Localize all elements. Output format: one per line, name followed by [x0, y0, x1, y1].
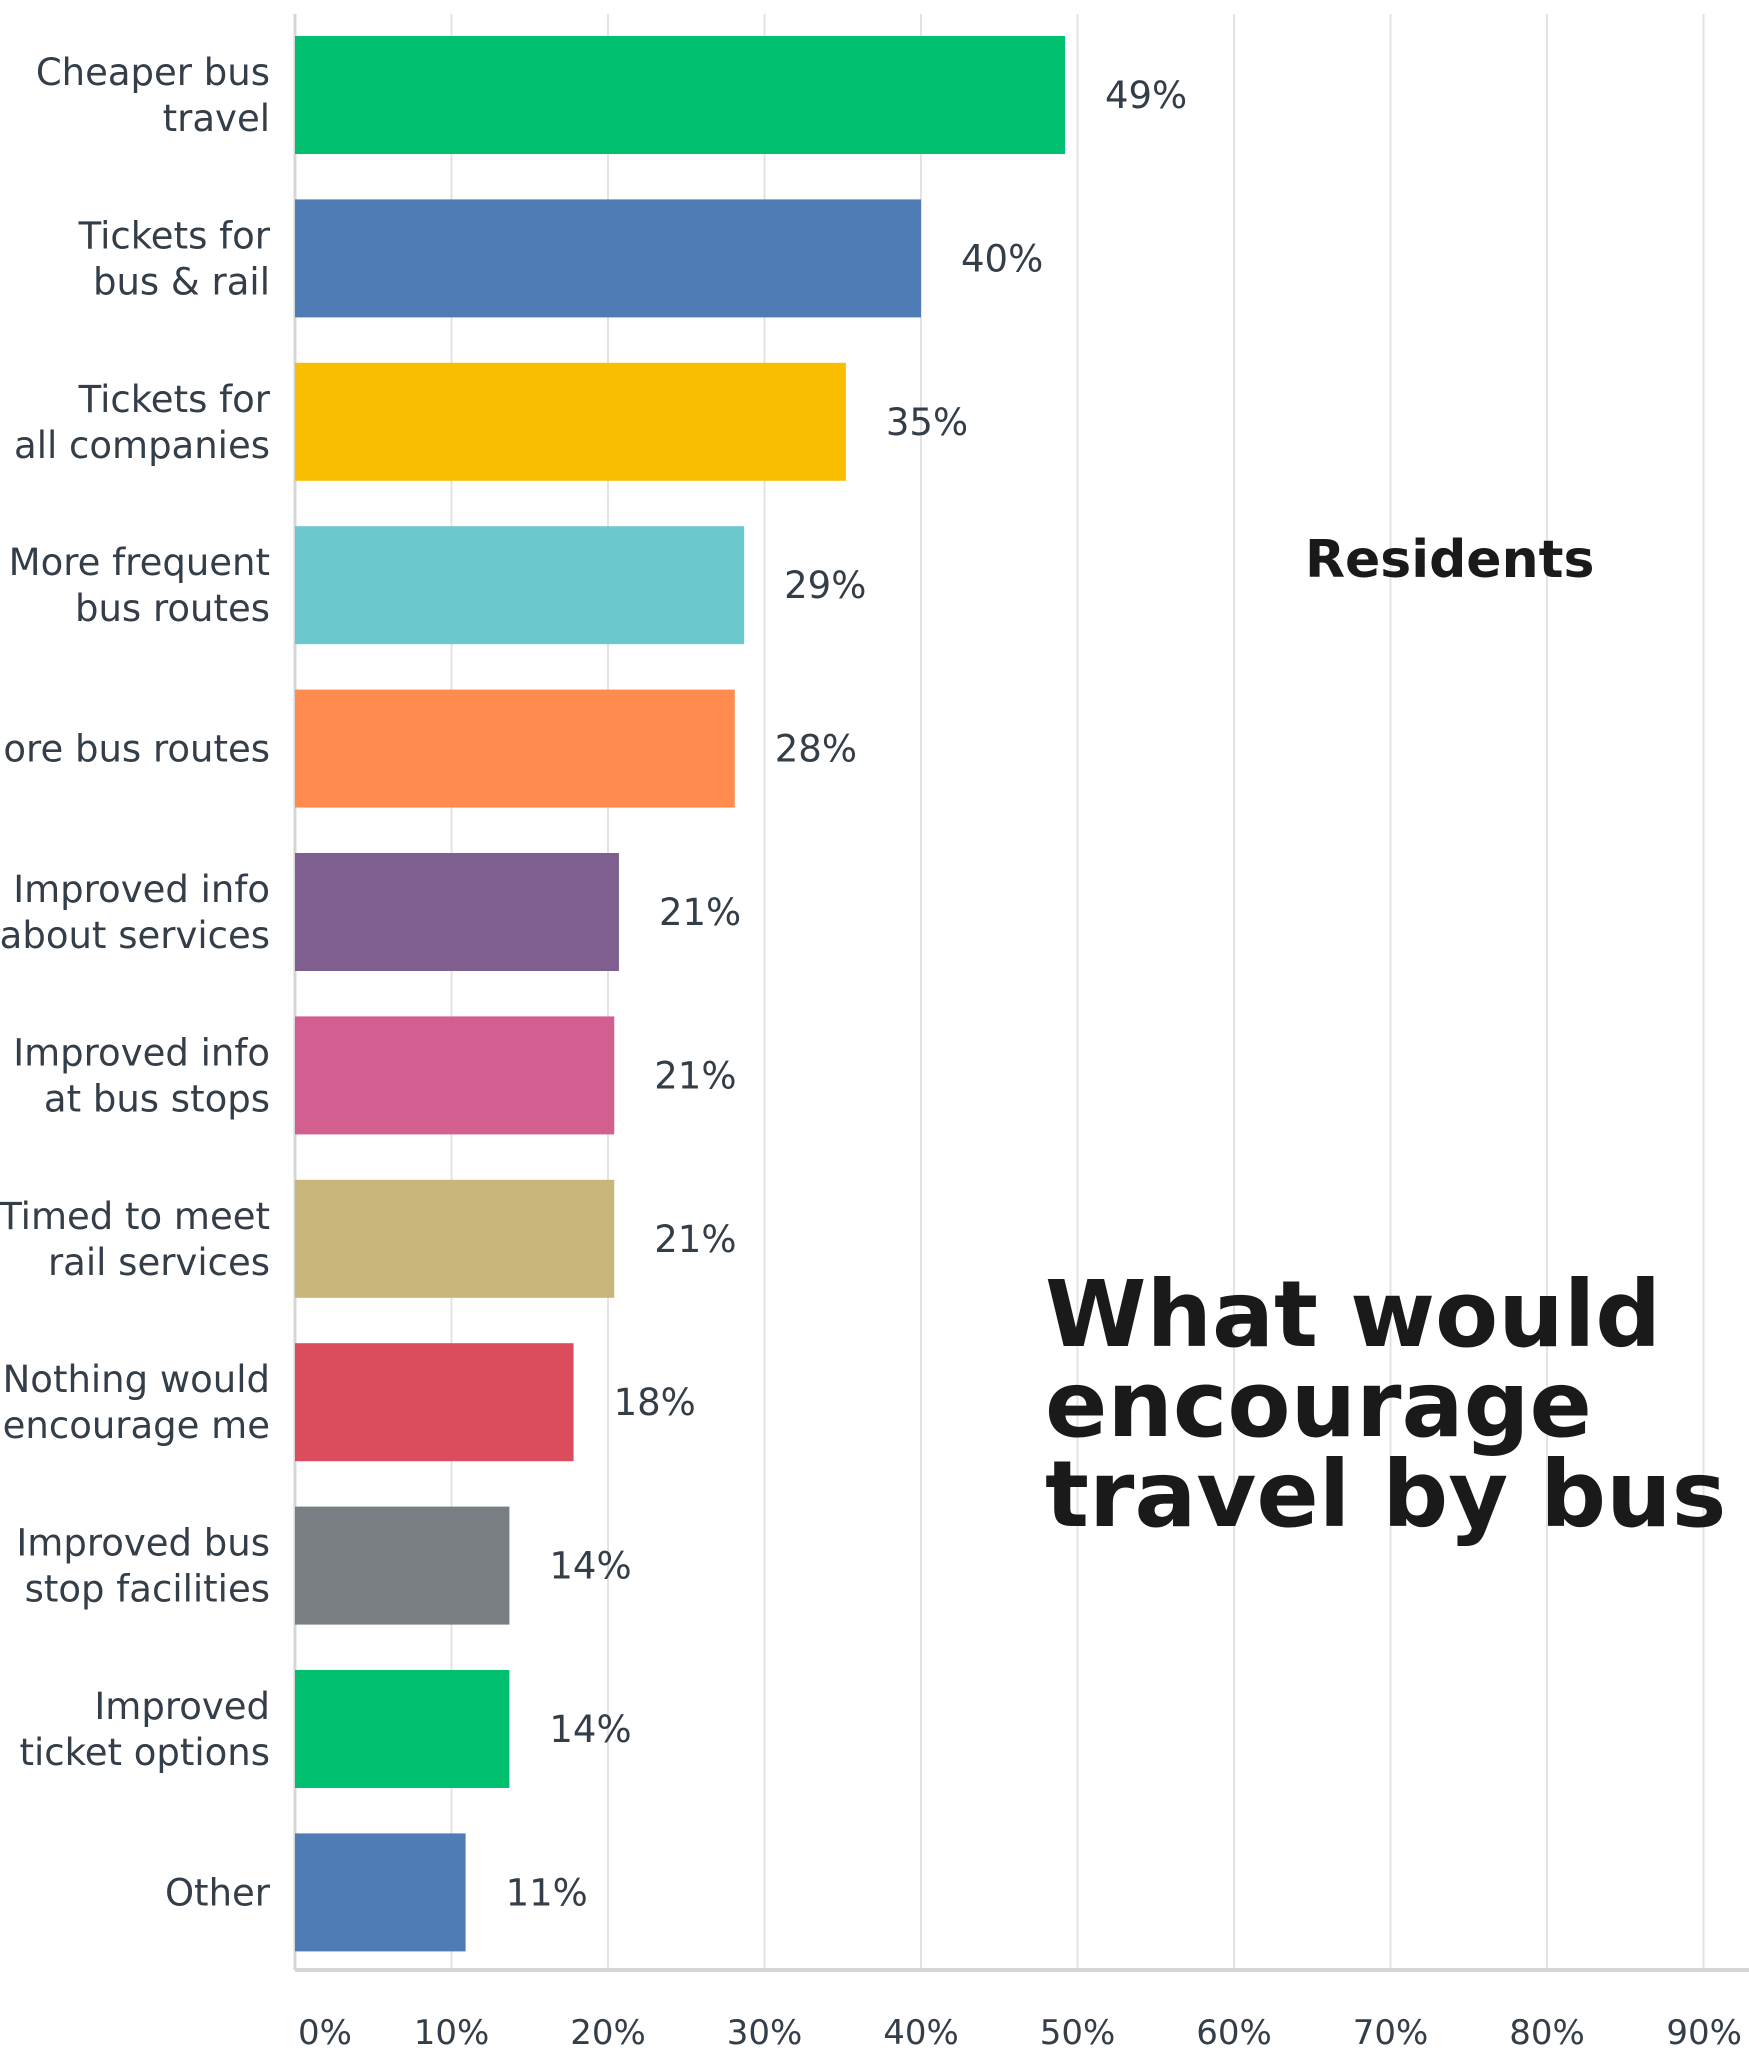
x-tick-label: 90% [1666, 2013, 1742, 2053]
data-label: 14% [549, 1708, 631, 1751]
category-label: Improved [94, 1685, 270, 1728]
data-label: 29% [784, 564, 866, 607]
data-label: 21% [654, 1054, 736, 1097]
bar [295, 1016, 615, 1135]
category-label: about services [0, 914, 270, 957]
data-label: 40% [961, 237, 1043, 280]
bars [295, 36, 1065, 1952]
category-label: encourage me [3, 1404, 270, 1447]
bar [295, 1343, 574, 1462]
category-label: Timed to meet [0, 1195, 270, 1238]
bar [295, 1833, 466, 1952]
category-label: Cheaper bus [36, 51, 270, 94]
data-label: 21% [659, 891, 741, 934]
category-label: bus & rail [93, 260, 270, 303]
category-label: Tickets for [78, 378, 271, 421]
data-label: 21% [654, 1218, 736, 1261]
bar [295, 1179, 615, 1298]
bar [295, 526, 745, 645]
value-labels: 49% 40% 35% 29% 28% 21% 21% 21% 18% 14% 14% 11% [506, 74, 1188, 1914]
category-label: bus routes [75, 587, 270, 630]
data-label: 35% [886, 401, 968, 444]
chart-title: What would encourage travel by bus [1045, 1261, 1727, 1549]
category-label: More frequent [9, 541, 270, 584]
x-axis-tick-labels: 0% 10% 20% 30% 40% 50% 60% 70% 80% 90% [298, 2013, 1742, 2053]
bar [295, 362, 846, 481]
bar [295, 36, 1065, 154]
category-label: Nothing would [3, 1358, 270, 1401]
x-tick-label: 20% [570, 2013, 646, 2053]
category-label: Improved bus [16, 1522, 270, 1565]
data-label: 14% [549, 1545, 631, 1588]
x-tick-label: 10% [414, 2013, 490, 2053]
category-label: Other [165, 1871, 271, 1914]
x-tick-label: 30% [727, 2013, 803, 2053]
category-label: More bus routes [0, 728, 270, 771]
bar [295, 689, 735, 808]
x-tick-label: 50% [1040, 2013, 1116, 2053]
data-label: 49% [1105, 74, 1187, 117]
category-label: rail services [48, 1241, 270, 1284]
category-label: at bus stops [44, 1077, 270, 1120]
chart-annotation: Residents [1305, 530, 1595, 590]
data-label: 28% [775, 728, 857, 771]
bar [295, 1670, 510, 1788]
category-label: Improved info [13, 1031, 270, 1074]
category-label: travel [163, 97, 270, 140]
data-label: 11% [506, 1871, 588, 1914]
x-tick-label: 80% [1509, 2013, 1585, 2053]
bar [295, 853, 619, 971]
x-tick-label: 0% [298, 2013, 352, 2053]
category-label: Improved info [13, 868, 270, 911]
bar [295, 199, 921, 318]
x-tick-label: 60% [1196, 2013, 1272, 2053]
data-label: 18% [614, 1381, 696, 1424]
bar [295, 1506, 510, 1625]
x-tick-label: 70% [1353, 2013, 1429, 2053]
category-label: all companies [14, 424, 270, 467]
gridlines [293, 14, 1749, 1972]
category-label: ticket options [19, 1731, 270, 1774]
category-label: stop facilities [25, 1568, 270, 1611]
category-label: Tickets for [78, 214, 271, 257]
x-tick-label: 40% [883, 2013, 959, 2053]
